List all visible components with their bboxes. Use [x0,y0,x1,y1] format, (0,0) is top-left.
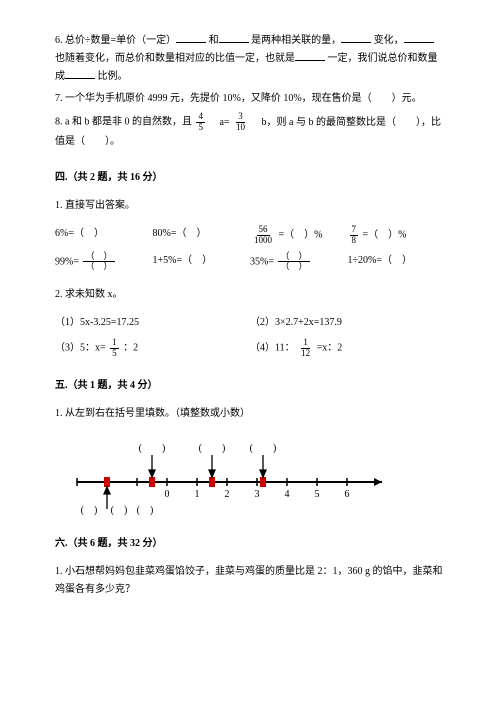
question-6: 6. 总价÷数量=单价（一定） 和 是两种相关联的量， 变化， 也随着变化，而总… [55,32,445,86]
q6-text1: 6. 总价÷数量=单价（一定） [55,35,176,46]
cell-7-8: 7 8 =（ ）% [348,225,446,246]
q8-frac2: 3 10 [234,112,247,133]
question-8: 8. a 和 b 都是非 0 的自然数，且 4 5 a= 3 10 b，则 a … [55,112,445,151]
q8-frac1: 4 5 [196,112,205,133]
eq4-frac: 1 12 [299,338,312,359]
cell-6pct: 6%=（ ） [55,225,153,246]
sec4-row1: 6%=（ ） 80%=（ ） 56 1000 =（ ）% 7 8 =（ ）% [55,225,445,246]
svg-text:( ): ( ) [81,505,98,516]
svg-text:0: 0 [165,489,170,500]
number-line-svg: 0 1 2 3 4 5 6 ( ) ( ) ( ) ( ) ( ) ( ) [67,437,397,517]
q7-text: 7. 一个华为手机原价 4999 元，先提价 10%，又降价 10%，现在售价是… [55,93,422,104]
eq1: （1）5x-3.25=17.25 [55,314,250,332]
svg-text:3: 3 [255,489,260,500]
cell-99pct: 99%= （ ）（ ） [55,252,153,273]
eq3-frac: 1 5 [110,338,119,359]
svg-text:( ): ( ) [199,443,226,454]
svg-text:( ): ( ) [111,505,128,516]
frac-paren-1: （ ）（ ） [83,252,114,273]
svg-text:6: 6 [345,489,350,500]
eq3: （3）5：x= 1 5 ：2 [55,338,250,359]
svg-text:( ): ( ) [250,443,277,454]
q6-text7: 比例。 [98,71,128,82]
sec5-q1: 1. 从左到右在括号里填数。（填整数或小数） [55,405,445,423]
sec6-q1: 1. 小石想帮妈妈包韭菜鸡蛋馅饺子，韭菜与鸡蛋的质量比是 2：1，360 g 的… [55,563,445,599]
svg-text:1: 1 [195,489,200,500]
svg-text:5: 5 [315,489,320,500]
sec4-eq-row2: （3）5：x= 1 5 ：2 （4）11： 1 12 =x：2 [55,338,445,359]
sec4-eq-row1: （1）5x-3.25=17.25 （2）3×2.7+2x=137.9 [55,314,445,332]
sec4-q1: 1. 直接写出答案。 [55,197,445,215]
eq2: （2）3×2.7+2x=137.9 [250,314,445,332]
section-6-title: 六.（共 6 题，共 32 分） [55,535,445,553]
q6-text5: 也随着变化，而总价和数量相对应的比值一定，也就是 [55,53,295,64]
cell-1plus5: 1+5%=（ ） [153,252,251,273]
sec4-q2: 2. 求未知数 x。 [55,286,445,304]
q8-eq: a= [219,117,229,128]
question-7: 7. 一个华为手机原价 4999 元，先提价 10%，又降价 10%，现在售价是… [55,90,445,108]
q6-text4: 变化， [374,35,404,46]
sec4-row2: 99%= （ ）（ ） 1+5%=（ ） 35%= （ ）（ ） 1÷20%=（… [55,252,445,273]
section-5-title: 五.（共 1 题，共 4 分） [55,377,445,395]
frac-56-1000: 56 1000 [252,225,274,246]
svg-text:( ): ( ) [139,443,166,454]
eq4: （4）11： 1 12 =x：2 [250,338,445,359]
svg-text:4: 4 [285,489,290,500]
frac-paren-2: （ ）（ ） [278,252,309,273]
number-line: 0 1 2 3 4 5 6 ( ) ( ) ( ) ( ) ( ) ( ) [67,437,445,517]
cell-1div20: 1÷20%=（ ） [348,252,446,273]
frac-7-8: 7 8 [350,225,359,246]
cell-35pct: 35%= （ ）（ ） [250,252,348,273]
q6-text2: 和 [209,35,219,46]
cell-80pct: 80%=（ ） [153,225,251,246]
svg-text:2: 2 [225,489,230,500]
section-4-title: 四.（共 2 题，共 16 分） [55,169,445,187]
q6-text3: 是两种相关联的量， [251,35,341,46]
cell-56-1000: 56 1000 =（ ）% [250,225,348,246]
svg-text:( ): ( ) [137,505,154,516]
q8-text1: 8. a 和 b 都是非 0 的自然数，且 [55,117,192,128]
